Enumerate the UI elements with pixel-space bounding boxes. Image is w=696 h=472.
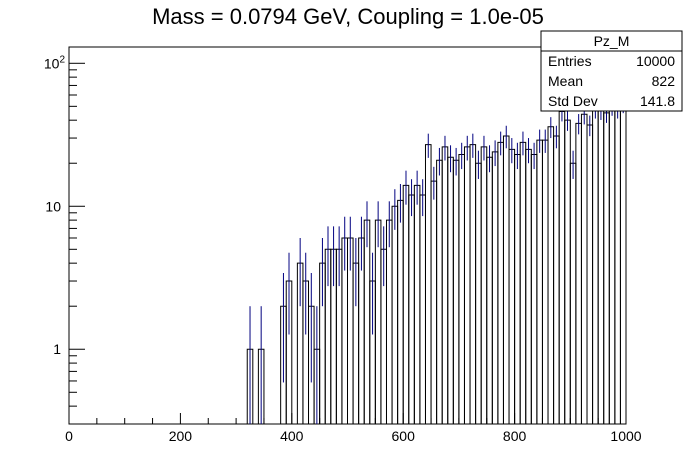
- histogram-bar: [525, 148, 532, 424]
- stats-row-value: 822: [652, 73, 676, 89]
- histogram-bar: [491, 151, 499, 424]
- stats-box-frame: [540, 30, 683, 112]
- histogram-bar: [419, 194, 426, 424]
- histogram-bar: [458, 154, 465, 424]
- x-tick-label: 200: [169, 428, 193, 444]
- histogram-bar: [385, 219, 393, 424]
- histogram-bar: [452, 159, 460, 424]
- histogram-bar: [514, 154, 521, 424]
- histogram-bar: [547, 126, 555, 424]
- histogram-bar: [374, 219, 382, 424]
- histogram-bar: [603, 112, 610, 424]
- histogram-bar: [497, 141, 504, 424]
- histogram-bar: [363, 219, 371, 424]
- stats-row-label: Mean: [548, 73, 583, 89]
- histogram-bars: [246, 103, 627, 424]
- histogram-bar: [597, 109, 605, 424]
- histogram-bar: [530, 154, 538, 424]
- stats-row-value: 10000: [636, 53, 675, 69]
- y-tick-label: 102: [44, 54, 66, 71]
- histogram-bar: [502, 135, 510, 424]
- stats-row-value: 141.8: [640, 93, 675, 109]
- histogram-bar: [413, 184, 421, 424]
- histogram-bar: [424, 144, 432, 424]
- y-tick-label: 1: [53, 341, 61, 357]
- histogram-bar: [564, 119, 571, 424]
- histogram-bar: [614, 108, 621, 424]
- x-tick-label: 0: [65, 428, 73, 444]
- histogram-bar: [391, 205, 399, 424]
- histogram-bar: [447, 156, 454, 424]
- chart-title: Mass = 0.0794 GeV, Coupling = 1.0e-05: [152, 4, 544, 29]
- histogram-bar: [463, 146, 471, 424]
- histogram-bar: [575, 122, 582, 424]
- stats-row-label: Std Dev: [548, 93, 598, 109]
- x-tick-label: 400: [280, 428, 304, 444]
- y-tick-label: 10: [45, 198, 61, 214]
- stats-box-name: Pz_M: [594, 33, 630, 49]
- histogram-bar: [608, 105, 616, 424]
- histogram-bar: [430, 180, 438, 424]
- histogram-bar: [592, 108, 599, 424]
- x-tick-label: 1000: [610, 428, 641, 444]
- histogram-bar: [475, 162, 482, 424]
- histogram-bar: [519, 141, 527, 424]
- histogram-bar: [480, 146, 488, 424]
- histogram-bar: [441, 146, 449, 424]
- x-tick-label: 600: [392, 428, 416, 444]
- histogram-bar: [558, 111, 566, 424]
- histogram-bar: [619, 103, 627, 424]
- x-tick-label: 800: [503, 428, 527, 444]
- histogram-bar: [536, 139, 543, 424]
- histogram-bar: [580, 113, 588, 424]
- stats-row-label: Entries: [548, 53, 592, 69]
- histogram-bar: [436, 159, 443, 424]
- histogram-bar: [586, 124, 594, 424]
- histogram-bar: [569, 162, 577, 424]
- histogram-bar: [402, 184, 410, 424]
- histogram-bar: [397, 199, 404, 424]
- histogram-bar: [541, 139, 549, 424]
- axes: 0 200 400 600 800 1000 1 10 102: [44, 54, 642, 444]
- histogram-bar: [408, 194, 415, 424]
- histogram-bar: [553, 135, 560, 424]
- histogram-bar: [469, 144, 477, 424]
- histogram-bar: [486, 156, 493, 424]
- histogram-bar: [508, 148, 516, 424]
